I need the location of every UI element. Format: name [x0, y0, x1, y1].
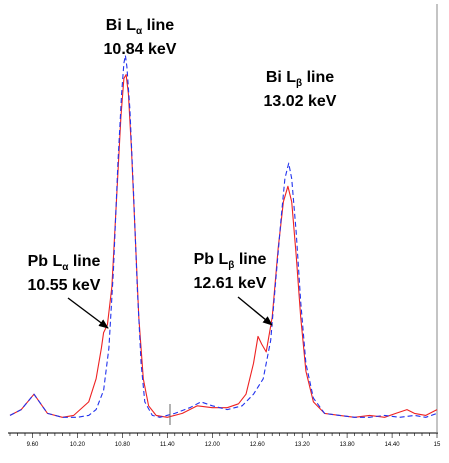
- annotation-pb-lb-arrow: [237, 296, 273, 326]
- series-line-blue: [9, 54, 438, 418]
- annotation-layer: Bi Lα line 10.84 keV Bi Lβ line 13.02 keV Pb…: [28, 17, 337, 329]
- annotation-pb-la-arrow: [67, 297, 109, 329]
- annotation-pb-la-label: Pb Lα line: [28, 253, 101, 273]
- x-tick-label: 10.20: [70, 442, 86, 448]
- x-tick-label: 13.80: [340, 442, 356, 448]
- annotation-pb-lb-label: Pb Lβ line: [194, 251, 267, 271]
- x-tick-label: 11.40: [160, 442, 175, 448]
- annotation-bi-lb-energy: 13.02 keV: [264, 93, 337, 110]
- x-tick-label: 12.00: [205, 442, 221, 448]
- x-tick-label: 13.20: [295, 442, 311, 448]
- x-tick-label: 10.80: [115, 442, 131, 448]
- annotation-bi-la-label: Bi Lα line: [106, 17, 174, 37]
- annotation-bi-lb-label: Bi Lβ line: [266, 69, 334, 89]
- x-tick-label: 12.60: [250, 442, 266, 448]
- annotation-pb-lb-energy: 12.61 keV: [194, 275, 267, 292]
- x-axis: 9.60 10.20 10.80 11.40 12.00 12.60 13.20 13.80 1…: [8, 404, 441, 448]
- series-layer: [9, 54, 438, 418]
- x-tick-label: 15: [434, 442, 441, 448]
- annotation-pb-la-energy: 10.55 keV: [28, 277, 101, 294]
- x-tick-label: 9.60: [27, 442, 39, 448]
- x-tick-label: 14.40: [385, 442, 401, 448]
- annotation-bi-la-energy: 10.84 keV: [104, 41, 177, 58]
